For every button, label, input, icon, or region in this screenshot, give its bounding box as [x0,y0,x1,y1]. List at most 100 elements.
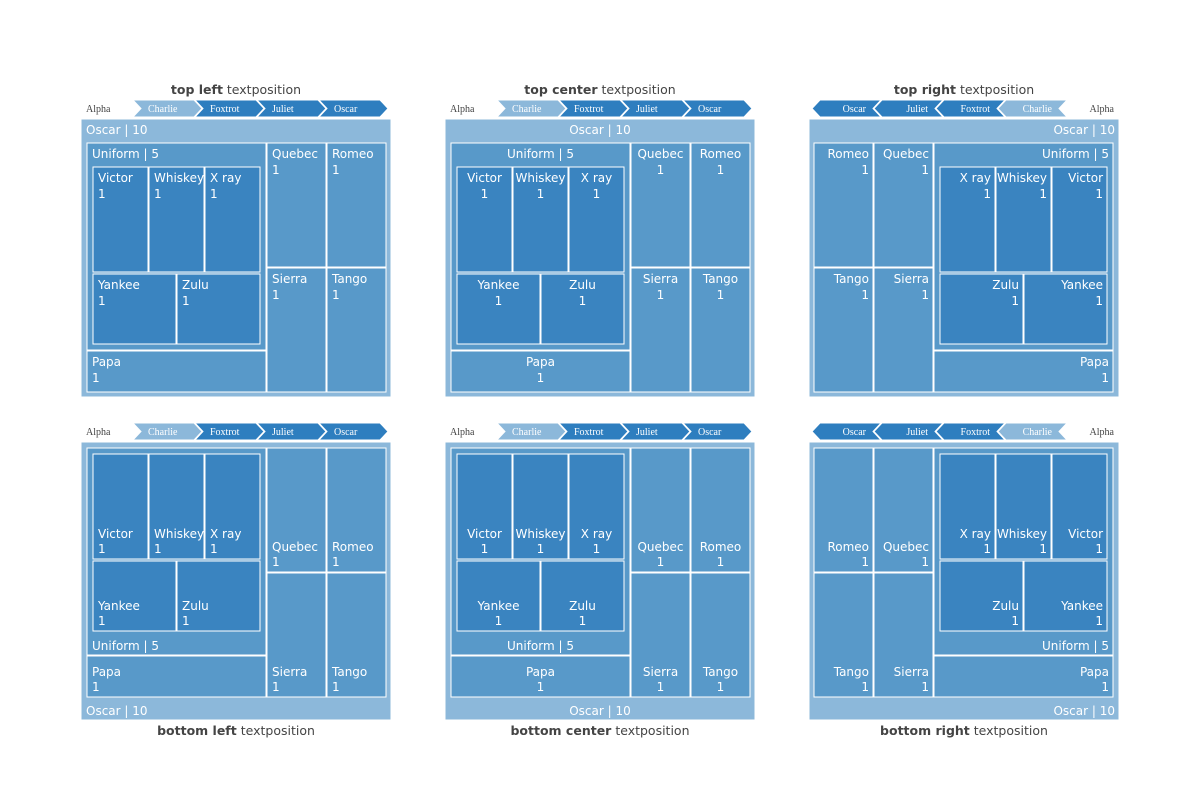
pathbar-segment[interactable] [935,422,1007,441]
pathbar-segment[interactable] [811,99,883,118]
tile-label-romeo: Romeo [332,147,374,161]
tile-tango[interactable] [326,572,387,698]
tile-quebec[interactable] [873,142,934,268]
tile-yankee[interactable] [92,273,177,345]
tile-quebec[interactable] [266,447,327,573]
tile-quebec[interactable] [266,142,327,268]
tile-value-victor: 1 [98,542,106,556]
tile-sierra[interactable] [266,572,327,698]
tile-tango[interactable] [690,572,751,698]
tile-romeo[interactable] [326,142,387,268]
tile-value-romeo: 1 [717,163,725,177]
tile-whiskey[interactable] [512,453,569,560]
pathbar-segment[interactable] [255,99,327,118]
pathbar-segment[interactable] [873,422,945,441]
tile-romeo[interactable] [690,142,751,268]
pathbar[interactable]: Alpha Charlie Foxtrot Juliet Oscar [86,99,389,118]
pathbar-segment[interactable] [619,422,691,441]
pathbar[interactable]: Alpha Charlie Foxtrot Juliet Oscar [811,99,1115,118]
pathbar-segment[interactable] [131,99,203,118]
tile-victor[interactable] [92,166,149,273]
tile-label-oscar: Oscar | 10 [569,704,631,718]
pathbar-segment[interactable] [193,99,265,118]
tile-quebec[interactable] [873,447,934,573]
pathbar-segment[interactable] [557,422,629,441]
tile-papa[interactable] [933,350,1114,393]
pathbar-segment[interactable] [495,99,567,118]
tile-tango[interactable] [690,267,751,393]
tile-zulu[interactable] [939,273,1024,345]
tile-victor[interactable] [1051,453,1108,560]
tile-romeo[interactable] [690,447,751,573]
tile-sierra[interactable] [630,572,691,698]
pathbar[interactable]: Alpha Charlie Foxtrot Juliet Oscar [450,99,753,118]
pathbar[interactable]: Alpha Charlie Foxtrot Juliet Oscar [811,422,1115,441]
tile-whiskey[interactable] [995,453,1052,560]
tile-quebec[interactable] [630,142,691,268]
pathbar-segment[interactable] [557,99,629,118]
pathbar-segment[interactable] [495,422,567,441]
tile-x-ray[interactable] [939,453,996,560]
pathbar-segment[interactable] [317,99,389,118]
tile-yankee[interactable] [456,273,541,345]
pathbar-segment[interactable] [681,99,753,118]
tile-label-victor: Victor [98,171,133,185]
tile-whiskey[interactable] [995,166,1052,273]
tile-x-ray[interactable] [568,166,625,273]
tile-whiskey[interactable] [148,166,205,273]
tile-yankee[interactable] [92,560,177,632]
tile-sierra[interactable] [873,572,934,698]
tile-quebec[interactable] [630,447,691,573]
tile-x-ray[interactable] [204,453,261,560]
tile-label-zulu: Zulu [569,599,596,613]
tile-zulu[interactable] [939,560,1024,632]
tile-zulu[interactable] [540,560,625,632]
tile-victor[interactable] [456,166,513,273]
tile-papa[interactable] [86,655,267,698]
pathbar-segment-label: Foxtrot [961,427,991,438]
tile-sierra[interactable] [630,267,691,393]
panel-title: top right textposition [809,82,1119,97]
pathbar-segment[interactable] [997,422,1069,441]
tile-tango[interactable] [326,267,387,393]
pathbar-segment[interactable] [131,422,203,441]
tile-label-tango: Tango [331,665,367,679]
pathbar-segment[interactable] [811,422,883,441]
tile-x-ray[interactable] [939,166,996,273]
pathbar-segment[interactable] [873,99,945,118]
tile-victor[interactable] [456,453,513,560]
tile-yankee[interactable] [1023,273,1108,345]
pathbar-segment[interactable] [997,99,1069,118]
tile-zulu[interactable] [176,273,261,345]
tile-romeo[interactable] [326,447,387,573]
pathbar-segment[interactable] [193,422,265,441]
pathbar[interactable]: Alpha Charlie Foxtrot Juliet Oscar [450,422,753,441]
tile-romeo[interactable] [813,447,874,573]
tile-papa[interactable] [933,655,1114,698]
tile-papa[interactable] [450,350,631,393]
tile-papa[interactable] [450,655,631,698]
pathbar-segment[interactable] [619,99,691,118]
tile-sierra[interactable] [266,267,327,393]
pathbar-segment[interactable] [317,422,389,441]
tile-romeo[interactable] [813,142,874,268]
tile-tango[interactable] [813,572,874,698]
tile-value-sierra: 1 [272,680,280,694]
tile-zulu[interactable] [540,273,625,345]
tile-papa[interactable] [86,350,267,393]
tile-victor[interactable] [1051,166,1108,273]
tile-yankee[interactable] [456,560,541,632]
tile-x-ray[interactable] [568,453,625,560]
tile-zulu[interactable] [176,560,261,632]
tile-whiskey[interactable] [512,166,569,273]
tile-yankee[interactable] [1023,560,1108,632]
pathbar[interactable]: Alpha Charlie Foxtrot Juliet Oscar [86,422,389,441]
pathbar-segment[interactable] [935,99,1007,118]
pathbar-segment[interactable] [681,422,753,441]
tile-victor[interactable] [92,453,149,560]
tile-tango[interactable] [813,267,874,393]
pathbar-segment[interactable] [255,422,327,441]
tile-whiskey[interactable] [148,453,205,560]
tile-x-ray[interactable] [204,166,261,273]
tile-sierra[interactable] [873,267,934,393]
